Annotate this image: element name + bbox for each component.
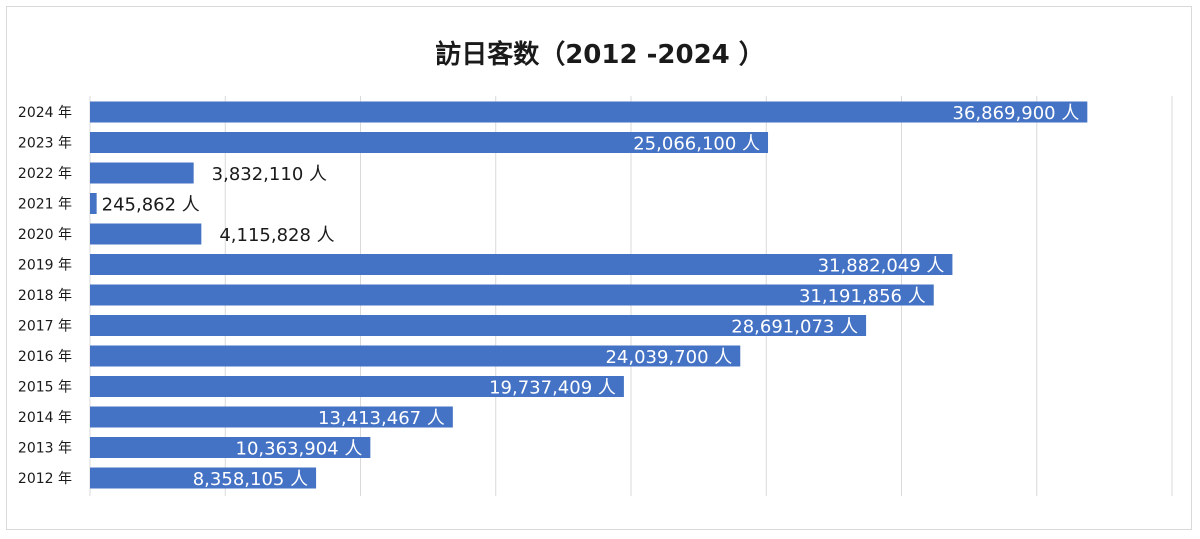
data-label: 3,832,110 人 — [212, 164, 327, 185]
category-label: 2016 年 — [18, 349, 72, 365]
bar — [90, 284, 934, 306]
bar — [90, 315, 867, 336]
category-label: 2014 年 — [18, 410, 72, 426]
data-labels: 36,869,900 人 25,066,100 人 3,832,110 人 245,8… — [102, 103, 1080, 490]
data-label: 19,737,409 人 — [489, 378, 616, 399]
data-label: 24,039,700 人 — [605, 347, 732, 368]
bar — [90, 193, 97, 214]
data-label: 36,869,900 人 — [953, 103, 1080, 124]
data-label: 4,115,828 人 — [219, 225, 334, 246]
category-label: 2015 年 — [18, 380, 72, 396]
category-label: 2021 年 — [18, 197, 72, 213]
chart-title: 訪日客数（2012 -2024 ） — [435, 40, 765, 70]
bar — [90, 162, 194, 184]
data-label: 245,862 人 — [102, 195, 200, 216]
category-label: 2024 年 — [18, 105, 72, 121]
bar — [90, 223, 202, 245]
category-label: 2020 年 — [18, 227, 72, 243]
data-label: 28,691,073 人 — [731, 317, 858, 338]
data-label: 13,413,467 人 — [318, 408, 445, 429]
data-label: 25,066,100 人 — [633, 134, 760, 155]
bar — [90, 101, 1088, 123]
bar — [90, 437, 371, 458]
category-label: 2018 年 — [18, 288, 72, 304]
bar — [90, 254, 953, 275]
bar — [90, 345, 741, 367]
data-label: 31,191,856 人 — [799, 286, 926, 307]
category-label: 2023 年 — [18, 136, 72, 152]
bars — [90, 101, 1088, 489]
data-label: 10,363,904 人 — [236, 439, 363, 460]
category-label: 2013 年 — [18, 441, 72, 457]
data-label: 8,358,105 人 — [193, 469, 308, 490]
category-label: 2022 年 — [18, 166, 72, 182]
category-label: 2017 年 — [18, 319, 72, 335]
bar — [90, 132, 769, 153]
bar — [90, 467, 317, 489]
category-labels: 2024 年 2023 年 2022 年 2021 年 2020 年 2019 年 2018… — [18, 105, 72, 487]
bar — [90, 376, 624, 397]
data-label: 31,882,049 人 — [818, 256, 945, 277]
category-label: 2012 年 — [18, 471, 72, 487]
category-label: 2019 年 — [18, 258, 72, 274]
bar — [90, 406, 453, 428]
